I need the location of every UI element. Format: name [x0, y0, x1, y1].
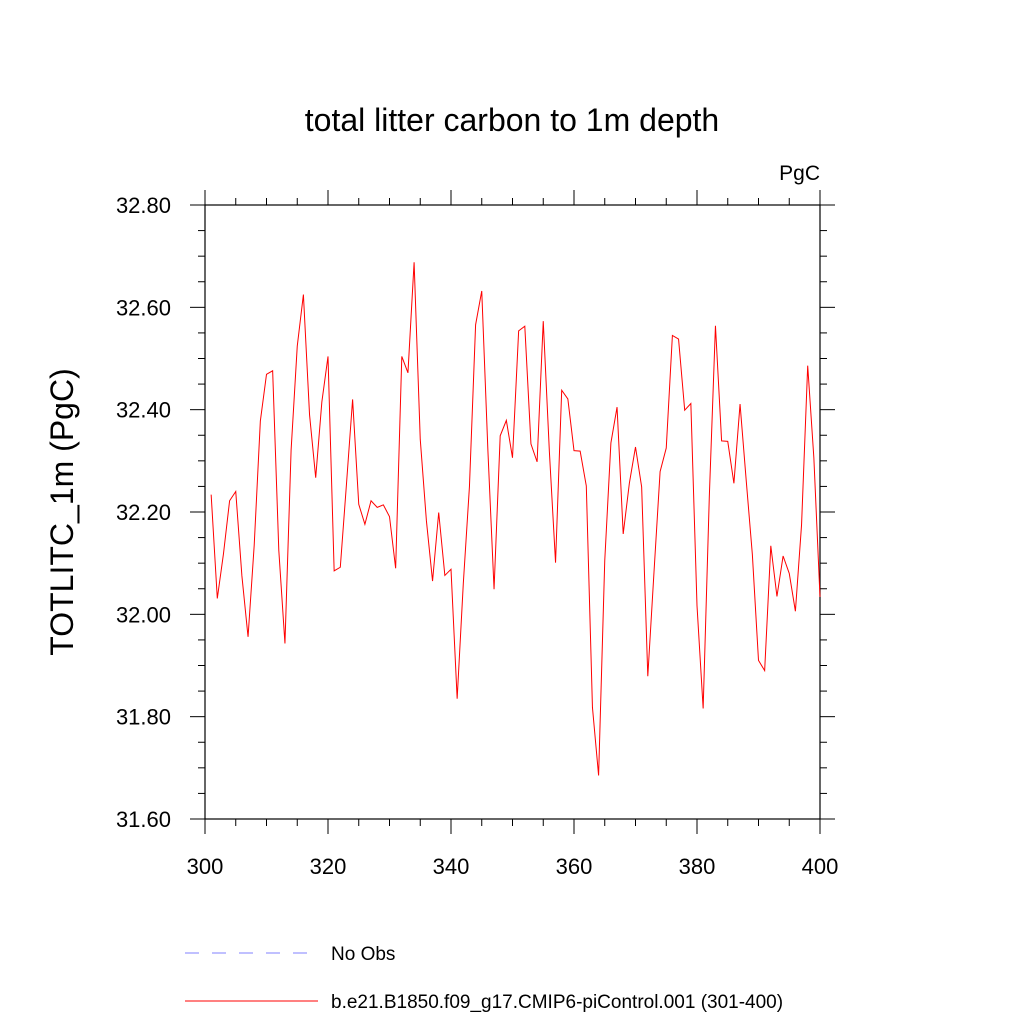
x-tick-label: 320: [310, 854, 347, 879]
y-tick-label: 32.80: [116, 193, 171, 218]
legend-label-no-obs: No Obs: [331, 944, 395, 965]
x-tick-label: 340: [433, 854, 470, 879]
y-tick-label: 32.40: [116, 398, 171, 423]
y-tick-label: 32.20: [116, 500, 171, 525]
series-line-1: [210, 262, 821, 776]
y-tick-label: 31.60: [116, 807, 171, 832]
y-tick-label: 32.00: [116, 602, 171, 627]
y-axis-label: TOTLITC_1m (PgC): [44, 368, 80, 655]
legend: No Obs b.e21.B1850.f09_g17.CMIP6-piContr…: [185, 944, 783, 1013]
x-tick-label: 300: [187, 854, 224, 879]
y-tick-label: 31.80: [116, 705, 171, 730]
legend-label-picontrol: b.e21.B1850.f09_g17.CMIP6-piControl.001 …: [331, 992, 783, 1013]
plot-area: 300 320 340 360 380 400 31.60 31.80 32.00 32.20 32…: [116, 190, 838, 879]
x-tick-label: 380: [679, 854, 716, 879]
x-tick-label: 360: [556, 854, 593, 879]
chart-title: total litter carbon to 1m depth: [305, 102, 719, 138]
y-tick-label: 32.60: [116, 295, 171, 320]
x-tick-label: 400: [802, 854, 839, 879]
units-label: PgC: [779, 162, 820, 185]
plot-frame: [204, 204, 821, 820]
